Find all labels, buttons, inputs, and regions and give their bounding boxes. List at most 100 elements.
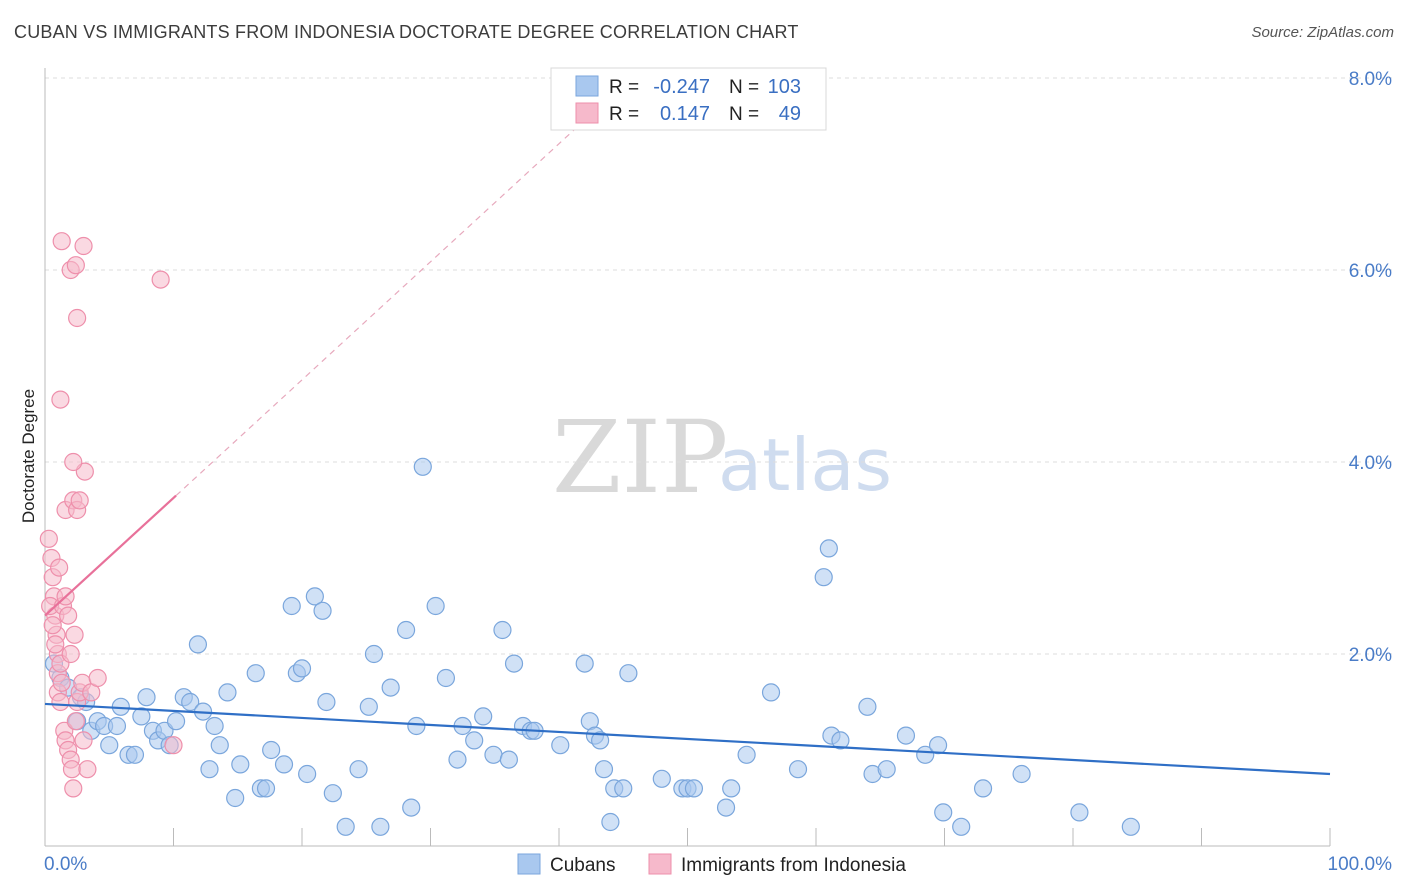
- cubans-point-100: [1070, 803, 1089, 822]
- cubans-point-41: [313, 601, 332, 620]
- indonesia-point-46: [151, 270, 170, 289]
- y-tick-labels: 2.0% 4.0% 6.0% 8.0%: [1349, 69, 1392, 666]
- cubans-point-60: [484, 745, 503, 764]
- legend-label-cubans: Cubans: [550, 855, 616, 876]
- cubans-point-30: [231, 755, 250, 774]
- indonesia-point-31: [59, 606, 78, 625]
- cubans-point-99: [1012, 764, 1031, 784]
- x-tick-label-1: 100.0%: [1328, 854, 1393, 875]
- cubans-point-14: [132, 707, 151, 726]
- cubans-point-62: [499, 750, 518, 769]
- stats-legend-swatch-cubans: [575, 75, 599, 97]
- cubans-point-48: [371, 817, 390, 836]
- cubans-point-31: [246, 664, 265, 683]
- trend-line-indonesia: [44, 494, 177, 617]
- bottom-legend: Cubans Immigrants from Indonesia: [517, 853, 906, 876]
- cubans-point-58: [465, 731, 484, 750]
- legend-swatch-cubans: [517, 853, 541, 875]
- indonesia-point-45: [68, 308, 87, 328]
- axes: [44, 68, 1331, 847]
- cubans-point-93: [896, 726, 916, 745]
- cubans-point-67: [551, 736, 570, 755]
- indonesia-point-8: [43, 616, 62, 635]
- stats-n-label-cubans: N =: [729, 77, 759, 98]
- cubans-point-25: [200, 760, 219, 779]
- trend-line-indonesia-extension: [175, 125, 579, 497]
- series-indonesia-points: [39, 232, 183, 798]
- stats-n-label-indonesia: N =: [729, 104, 759, 125]
- cubans-point-50: [396, 620, 416, 640]
- watermark-atlas: atlas: [718, 423, 892, 507]
- cubans-point-35: [274, 755, 294, 774]
- indonesia-point-33: [65, 625, 84, 644]
- indonesia-point-32: [61, 644, 80, 664]
- stats-n-value-indonesia: 49: [779, 103, 801, 125]
- cubans-point-29: [226, 788, 245, 808]
- indonesia-point-26: [78, 760, 97, 779]
- indonesia-point-48: [50, 558, 69, 577]
- cubans-point-96: [934, 803, 953, 822]
- indonesia-point-0: [39, 529, 58, 548]
- stats-r-value-indonesia: 0.147: [660, 103, 710, 125]
- cubans-point-97: [952, 817, 971, 836]
- cubans-point-80: [684, 779, 704, 798]
- cubans-point-10: [107, 716, 127, 736]
- cubans-point-13: [125, 745, 145, 764]
- cubans-point-72: [594, 760, 614, 779]
- indonesia-point-34: [51, 390, 70, 409]
- cubans-point-90: [858, 697, 877, 716]
- indonesia-point-44: [74, 236, 93, 256]
- legend-label-indonesia: Immigrants from Indonesia: [681, 855, 906, 876]
- cubans-point-53: [413, 457, 432, 476]
- watermark-zip: ZIP: [552, 399, 728, 516]
- y-axis-label: Doctorate Degree: [19, 389, 38, 523]
- cubans-point-101: [1121, 817, 1140, 836]
- cubans-point-9: [100, 736, 119, 755]
- y-tick-label-1: 4.0%: [1349, 453, 1392, 474]
- cubans-point-36: [282, 596, 301, 616]
- cubans-point-61: [493, 620, 512, 640]
- cubans-point-40: [305, 587, 324, 606]
- cubans-point-59: [474, 707, 493, 726]
- indonesia-point-20: [64, 779, 83, 798]
- cubans-point-56: [448, 750, 467, 769]
- cubans-point-77: [652, 769, 671, 788]
- cubans-point-87: [819, 539, 838, 558]
- cubans-point-49: [381, 678, 400, 697]
- legend-swatch-indonesia: [648, 853, 672, 875]
- cubans-point-34: [262, 740, 281, 760]
- cubans-point-73: [601, 812, 620, 832]
- cubans-point-39: [298, 764, 317, 784]
- cubans-point-27: [210, 736, 229, 755]
- cubans-point-94: [916, 745, 935, 764]
- indonesia-point-25: [74, 731, 93, 750]
- cubans-point-92: [877, 760, 896, 779]
- chart-title: CUBAN VS IMMIGRANTS FROM INDONESIA DOCTO…: [14, 22, 799, 42]
- cubans-point-26: [205, 716, 224, 736]
- indonesia-point-21: [66, 712, 85, 731]
- cubans-point-89: [831, 731, 850, 750]
- cubans-point-44: [336, 817, 355, 836]
- y-tick-label-2: 6.0%: [1349, 261, 1392, 282]
- y-tick-label-3: 8.0%: [1349, 69, 1392, 90]
- cubans-point-20: [166, 712, 186, 731]
- indonesia-point-43: [66, 256, 85, 275]
- cubans-point-83: [737, 745, 756, 764]
- cubans-point-43: [323, 784, 342, 803]
- cubans-point-33: [256, 779, 276, 798]
- watermark: ZIP atlas: [552, 399, 892, 516]
- cubans-point-55: [436, 668, 456, 688]
- cubans-point-95: [928, 736, 948, 755]
- cubans-point-46: [359, 697, 378, 716]
- indonesia-point-14: [52, 673, 71, 692]
- trend-lines: [44, 125, 1331, 776]
- indonesia-point-28: [88, 668, 107, 688]
- stats-legend-swatch-indonesia: [575, 102, 599, 124]
- cubans-point-75: [614, 779, 633, 798]
- cubans-point-42: [317, 692, 336, 712]
- stats-r-label-cubans: R =: [609, 77, 639, 98]
- cubans-point-28: [218, 683, 237, 702]
- cubans-point-23: [188, 635, 208, 654]
- cubans-point-85: [788, 760, 808, 779]
- indonesia-point-19: [62, 760, 82, 779]
